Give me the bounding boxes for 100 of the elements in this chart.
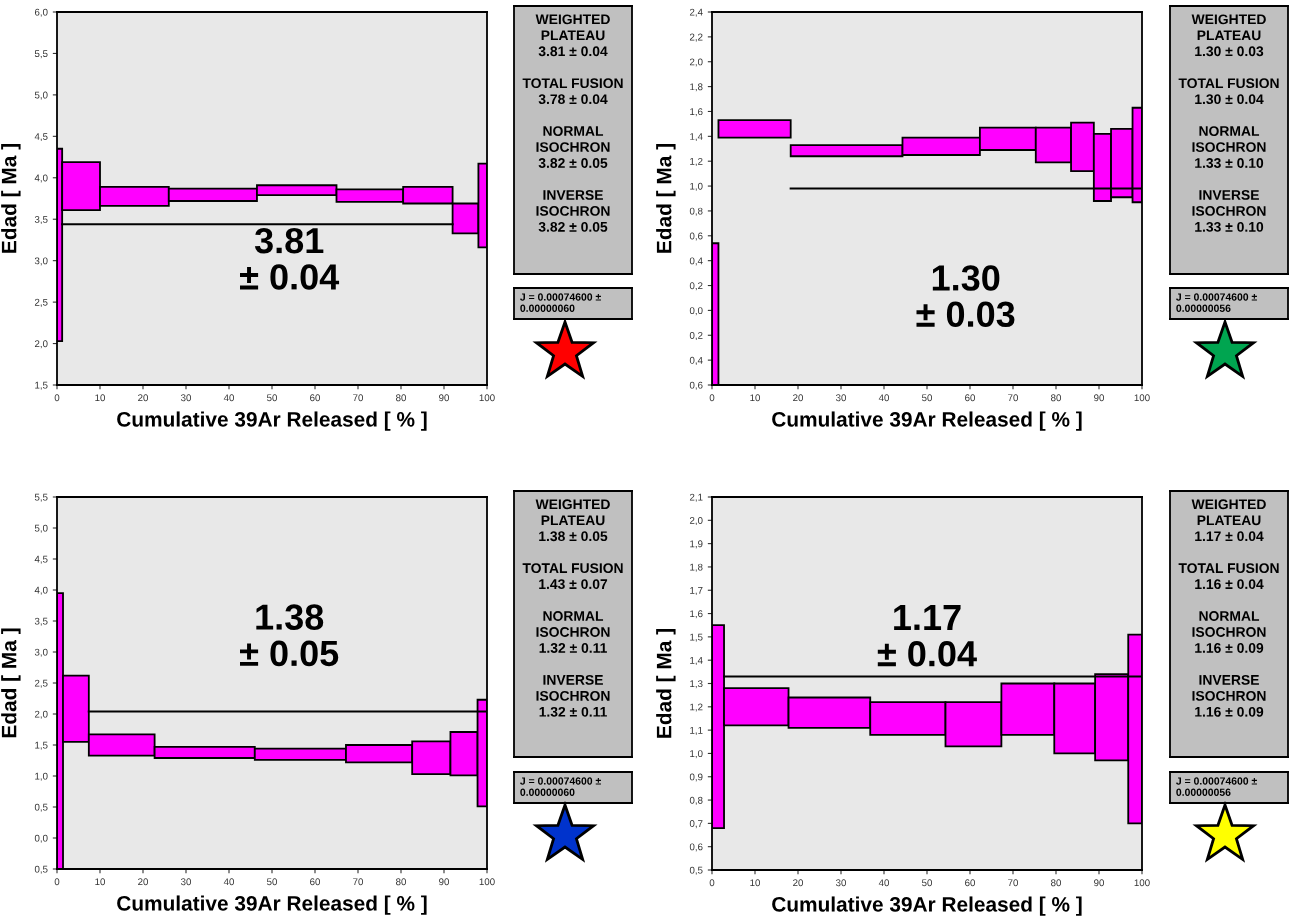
y-tick-label: 1,8 xyxy=(690,83,703,92)
x-tick-label: 20 xyxy=(793,394,804,402)
x-tick-label: 100 xyxy=(1134,879,1150,887)
y-tick-label: 5,0 xyxy=(34,524,48,533)
x-axis-title: Cumulative 39Ar Released [ % ] xyxy=(117,411,427,431)
y-tick-label: 1,8 xyxy=(690,563,703,572)
x-tick-label: 90 xyxy=(439,878,450,886)
y-tick-label: 2,0 xyxy=(34,340,48,349)
y-tick-label: 1,9 xyxy=(690,540,703,549)
x-tick-label: 30 xyxy=(180,394,192,402)
text: WEIGHTED PLATEAU 1.38 ± 0.05 TOTAL FUSION 1.43 ± 0.07 NORMAL ISOCHRON 1.32 ± 0.11 INVERSE ISOCHRON 1.32 ± 0.11 xyxy=(522,499,623,717)
x-axis-title: Cumulative 39Ar Released [ % ] xyxy=(772,411,1082,431)
y-tick-label: 2,0 xyxy=(689,58,703,67)
y-tick-label: 0,4 xyxy=(689,356,703,365)
x-tick-label: 40 xyxy=(223,878,235,886)
x-tick-label: 50 xyxy=(921,879,933,887)
y-tick-label: 0,0 xyxy=(689,307,703,316)
x-tick-label: 70 xyxy=(353,878,364,886)
x-tick-label: 80 xyxy=(396,878,407,886)
x-tick-label: 30 xyxy=(180,878,192,886)
y-tick-label: 0,6 xyxy=(689,232,703,241)
y-tick-label: 1,7 xyxy=(690,587,703,596)
y-tick-label: 1,5 xyxy=(690,633,703,642)
y-tick-label: 1,4 xyxy=(690,657,703,665)
y-tick-label: 1,0 xyxy=(690,182,703,191)
annotation: 3.81 ± 0.04 xyxy=(240,227,340,290)
y-axis-title: Edad [ Ma ] xyxy=(656,144,676,253)
x-tick-label: 100 xyxy=(479,394,495,402)
x-tick-label: 60 xyxy=(310,394,321,402)
y-tick-label: 4,5 xyxy=(34,555,48,564)
x-tick-label: 50 xyxy=(266,878,278,886)
y-tick-label: 2,4 xyxy=(689,8,703,17)
x-tick-label: 60 xyxy=(965,394,976,402)
y-tick-label: 5,0 xyxy=(34,91,48,100)
x-tick-label: 20 xyxy=(138,878,149,886)
y-tick-label: 0,6 xyxy=(689,381,703,390)
y-tick-label: 5,5 xyxy=(34,50,48,59)
y-tick-label: 5,5 xyxy=(34,493,48,502)
annotation: 1.17 ± 0.04 xyxy=(877,605,977,667)
x-tick-label: 0 xyxy=(709,394,715,402)
y-tick-label: 0,5 xyxy=(34,803,48,812)
y-tick-label: 1,5 xyxy=(35,381,48,390)
x-tick-label: 40 xyxy=(878,394,890,402)
x-tick-label: 60 xyxy=(965,879,976,887)
x-tick-label: 80 xyxy=(1051,879,1062,887)
x-tick-label: 70 xyxy=(1008,879,1019,887)
x-tick-label: 0 xyxy=(709,879,715,887)
text: WEIGHTED PLATEAU 1.30 ± 0.03 TOTAL FUSION 1.30 ± 0.04 NORMAL ISOCHRON 1.33 ± 0.10 INVERSE ISOCHRON 1.33 ± 0.10 xyxy=(1178,14,1279,232)
text: J = 0.00074600 ± 0.00000056 xyxy=(1176,293,1257,312)
y-tick-label: 1,0 xyxy=(690,750,703,759)
x-tick-label: 40 xyxy=(223,394,235,402)
y-tick-label: 2,1 xyxy=(689,493,703,502)
y-tick-label: 1,3 xyxy=(690,680,703,689)
y-tick-label: 4,0 xyxy=(34,174,48,183)
y-tick-label: 1,1 xyxy=(690,726,703,735)
y-tick-label: 0,9 xyxy=(689,773,703,782)
y-axis-title: Edad [ Ma ] xyxy=(656,629,676,738)
annotation: 1.38 ± 0.05 xyxy=(240,604,339,667)
y-tick-label: 2,5 xyxy=(34,679,48,688)
x-tick-label: 50 xyxy=(921,394,933,402)
y-tick-label: 2,0 xyxy=(34,710,48,719)
y-tick-label: 1,6 xyxy=(690,108,703,117)
y-tick-label: 1,5 xyxy=(35,741,48,750)
annotation: 1.30 ± 0.03 xyxy=(916,265,1015,328)
y-tick-label: 0,5 xyxy=(34,865,48,874)
y-axis-title: Edad [ Ma ] xyxy=(1,144,21,253)
text: J = 0.00074600 ± 0.00000060 xyxy=(520,777,601,796)
x-tick-label: 60 xyxy=(310,878,321,886)
x-tick-label: 70 xyxy=(353,394,364,402)
x-tick-label: 50 xyxy=(266,394,278,402)
x-tick-label: 100 xyxy=(479,878,495,886)
text: J = 0.00074600 ± 0.00000056 xyxy=(1176,777,1257,796)
text: J = 0.00074600 ± 0.00000060 xyxy=(520,293,601,312)
y-tick-label: 1,2 xyxy=(690,703,703,712)
x-axis-title: Cumulative 39Ar Released [ % ] xyxy=(117,895,427,915)
x-tick-label: 70 xyxy=(1008,394,1019,402)
x-tick-label: 20 xyxy=(138,394,149,402)
x-axis-title: Cumulative 39Ar Released [ % ] xyxy=(772,896,1082,916)
x-tick-label: 30 xyxy=(835,879,847,887)
x-tick-label: 30 xyxy=(835,394,847,402)
y-tick-label: 3,0 xyxy=(34,257,48,266)
y-tick-label: 0,4 xyxy=(689,257,703,266)
y-tick-label: 1,2 xyxy=(690,157,703,166)
y-tick-label: 0,7 xyxy=(689,820,703,829)
y-tick-label: 0,5 xyxy=(689,866,703,875)
x-tick-label: 10 xyxy=(750,394,761,402)
y-tick-label: 2,5 xyxy=(34,298,48,307)
y-tick-label: 4,0 xyxy=(34,586,48,595)
y-tick-label: 6,0 xyxy=(34,8,48,17)
y-tick-label: 0,8 xyxy=(689,207,703,216)
x-tick-label: 40 xyxy=(878,879,890,887)
x-tick-label: 20 xyxy=(793,879,804,887)
x-tick-label: 10 xyxy=(95,394,106,402)
x-tick-label: 80 xyxy=(1051,394,1062,402)
y-tick-label: 0,0 xyxy=(34,834,48,843)
x-tick-label: 90 xyxy=(1094,879,1105,887)
text: WEIGHTED PLATEAU 3.81 ± 0.04 TOTAL FUSION 3.78 ± 0.04 NORMAL ISOCHRON 3.82 ± 0.05 INVERSE ISOCHRON 3.82 ± 0.05 xyxy=(522,14,623,232)
text: WEIGHTED PLATEAU 1.17 ± 0.04 TOTAL FUSION 1.16 ± 0.04 NORMAL ISOCHRON 1.16 ± 0.09 INVERSE ISOCHRON 1.16 ± 0.09 xyxy=(1178,499,1279,717)
y-axis-title: Edad [ Ma ] xyxy=(1,628,21,738)
y-tick-label: 1,6 xyxy=(690,610,703,619)
